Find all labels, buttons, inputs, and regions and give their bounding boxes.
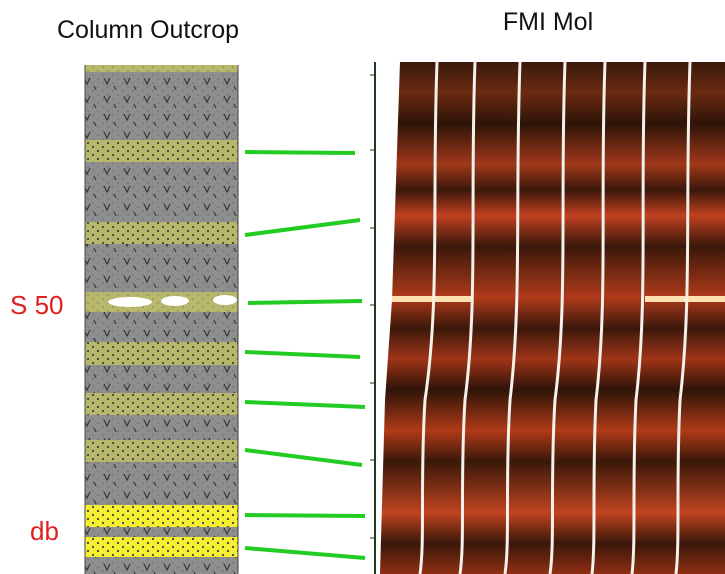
page: Column Outcrop FMI Mol (0, 0, 725, 574)
left-title: Column Outcrop (57, 16, 239, 44)
fmi-image (370, 62, 725, 574)
correlation-lines (245, 152, 365, 558)
figure: Column Outcrop FMI Mol (0, 0, 725, 574)
s50-label: S 50 (10, 290, 64, 320)
db-label: db (30, 516, 59, 546)
right-title: FMI Mol (503, 8, 593, 36)
outcrop-column (85, 65, 238, 574)
